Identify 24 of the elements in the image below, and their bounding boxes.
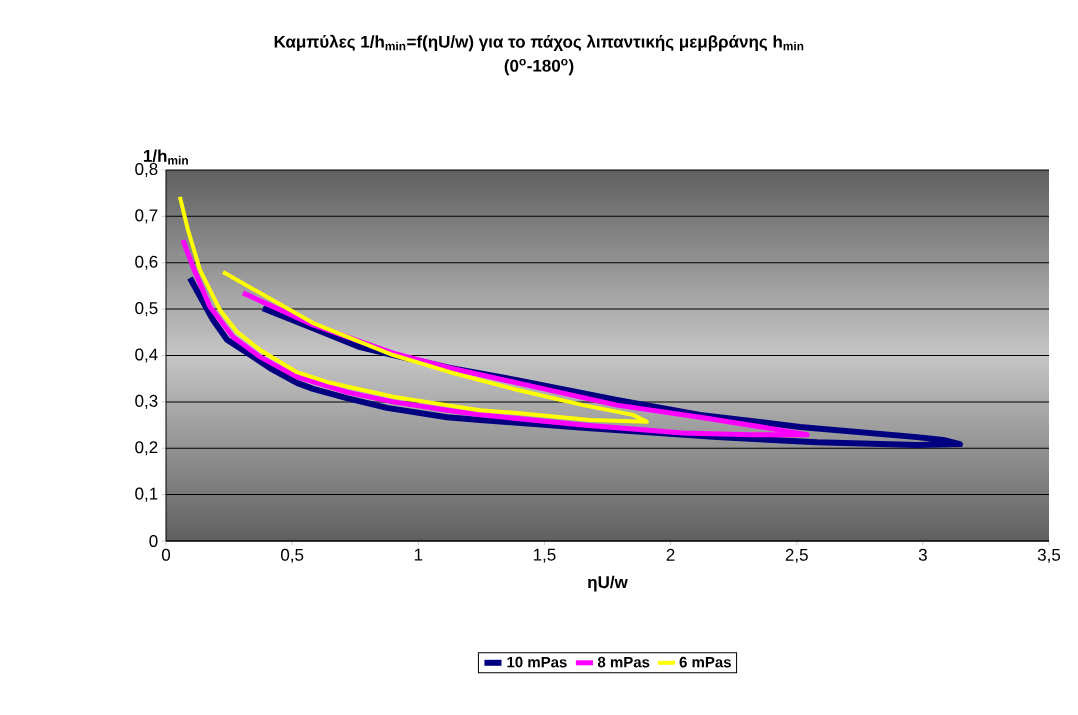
x-axis-title: ηU/w: [588, 575, 628, 592]
chart-subtitle: (0$^{o}$-180$^{o}$): [504, 58, 574, 76]
x-tick-label: 3: [918, 548, 927, 561]
chart-title: Καμπύλες 1/h$_{min}$=f(ηU/w) για το πάχος λιπαντικής μεμβράνης h$_{min}$: [274, 34, 804, 52]
x-tick-label: 3,5: [1037, 548, 1061, 563]
y-tick-label: 0,2: [135, 441, 158, 456]
y-tick-label: 0,5: [135, 302, 158, 317]
x-tick-label: 1: [414, 548, 423, 561]
y-tick-label: 0,8: [135, 162, 158, 178]
x-tick-label: 2: [666, 548, 675, 561]
x-tick-label: 2,5: [785, 548, 808, 563]
legend-label: 10 mPas: [507, 656, 567, 668]
y-tick-label: 0,6: [135, 255, 158, 270]
x-tick-label: 0: [161, 548, 171, 561]
y-tick-label: 0: [149, 534, 158, 548]
y-tick-label: 0,1: [135, 487, 158, 502]
x-tick-label: 0,5: [280, 548, 304, 563]
x-tick-label: 1,5: [533, 548, 556, 563]
line-series: [177, 194, 649, 424]
y-tick-label: 0,3: [135, 394, 158, 409]
y-tick-label: 0,7: [135, 209, 158, 224]
legend-label: 8 mPas: [597, 656, 650, 668]
y-tick-label: 0,4: [135, 348, 158, 363]
legend-label: 6 mPas: [679, 656, 731, 668]
